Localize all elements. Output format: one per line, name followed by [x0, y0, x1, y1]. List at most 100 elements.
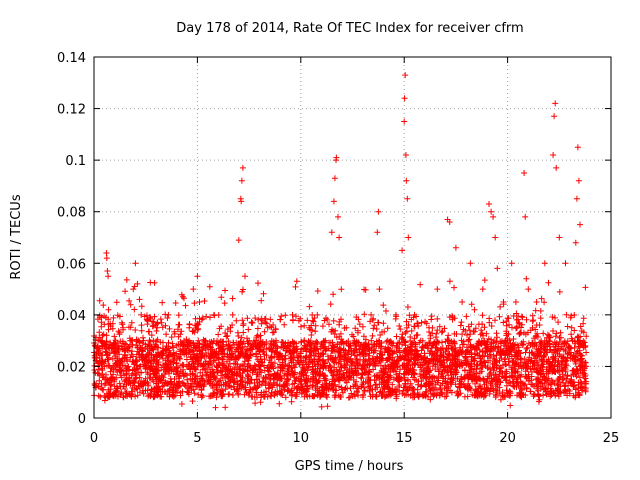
data-point	[238, 177, 245, 184]
data-point	[452, 244, 459, 251]
data-point	[324, 403, 331, 410]
data-point	[541, 299, 548, 306]
data-point	[537, 307, 544, 314]
data-point	[535, 379, 542, 386]
data-point	[148, 363, 155, 370]
data-point	[516, 320, 523, 327]
data-point	[562, 260, 569, 267]
data-point	[466, 327, 473, 334]
data-point	[481, 338, 488, 345]
data-point	[272, 325, 279, 332]
data-point	[244, 372, 251, 379]
data-point	[136, 351, 142, 358]
data-point	[191, 390, 198, 397]
data-point	[440, 375, 447, 382]
data-point	[223, 333, 230, 340]
data-point	[414, 347, 421, 354]
data-point	[352, 325, 359, 332]
data-point	[363, 342, 370, 349]
data-point	[141, 380, 148, 386]
data-point	[497, 303, 504, 310]
data-point	[207, 314, 213, 321]
data-point	[215, 378, 222, 385]
data-point	[405, 352, 412, 359]
data-point	[437, 386, 444, 393]
data-point	[501, 393, 507, 400]
data-point	[488, 208, 495, 215]
data-point	[117, 367, 124, 374]
data-point	[369, 332, 376, 339]
data-point	[500, 319, 507, 326]
data-point	[313, 341, 320, 348]
data-point	[492, 317, 498, 324]
data-point	[451, 284, 457, 291]
data-point	[370, 315, 377, 322]
data-point	[282, 312, 289, 319]
data-point	[201, 338, 208, 345]
data-point	[404, 351, 411, 358]
data-point	[103, 332, 110, 339]
data-point	[298, 323, 304, 330]
data-point	[412, 341, 419, 348]
data-point	[559, 371, 566, 378]
data-point	[138, 311, 145, 318]
data-point	[559, 376, 566, 383]
data-point	[481, 324, 488, 331]
data-point	[133, 385, 140, 392]
data-point	[502, 337, 509, 344]
data-point	[380, 302, 387, 309]
data-point	[193, 358, 199, 365]
data-point	[261, 328, 268, 335]
data-point	[175, 321, 182, 328]
data-point	[550, 152, 557, 158]
data-point	[519, 314, 526, 321]
data-point	[326, 362, 333, 369]
data-point	[401, 118, 408, 125]
data-point	[484, 339, 491, 346]
data-point	[162, 380, 168, 386]
data-point	[327, 368, 334, 375]
data-point	[557, 345, 564, 352]
data-point	[222, 371, 229, 378]
data-point	[302, 376, 309, 383]
data-point	[311, 361, 318, 368]
data-point	[152, 374, 159, 381]
data-point	[304, 393, 311, 400]
data-point	[148, 358, 155, 365]
data-point	[574, 144, 581, 151]
data-point	[258, 359, 265, 365]
data-point	[122, 288, 129, 295]
data-point	[201, 378, 208, 385]
data-point	[464, 332, 470, 338]
data-point	[175, 312, 182, 319]
data-point	[118, 319, 125, 326]
data-point	[436, 368, 442, 375]
data-point	[430, 360, 437, 367]
data-point	[465, 380, 472, 387]
data-point	[367, 318, 374, 325]
data-point	[162, 346, 169, 353]
data-point	[173, 342, 180, 349]
data-point	[193, 342, 200, 349]
data-point	[396, 349, 403, 356]
chart-title: Day 178 of 2014, Rate Of TEC Index for r…	[176, 21, 523, 36]
data-point	[572, 371, 579, 378]
y-axis-label: ROTI / TECUs	[9, 194, 24, 279]
data-point	[396, 323, 403, 329]
data-point	[122, 377, 129, 384]
data-point	[402, 152, 409, 158]
data-point	[210, 358, 217, 364]
data-point	[183, 351, 190, 358]
data-point	[407, 380, 414, 387]
data-point	[564, 354, 571, 361]
data-point	[406, 312, 413, 319]
data-point	[228, 368, 235, 375]
data-point	[133, 365, 140, 371]
data-point	[177, 392, 184, 399]
data-point	[225, 373, 232, 380]
data-point	[468, 301, 475, 308]
data-point	[234, 329, 241, 336]
data-point	[285, 376, 292, 383]
data-point	[557, 329, 564, 336]
